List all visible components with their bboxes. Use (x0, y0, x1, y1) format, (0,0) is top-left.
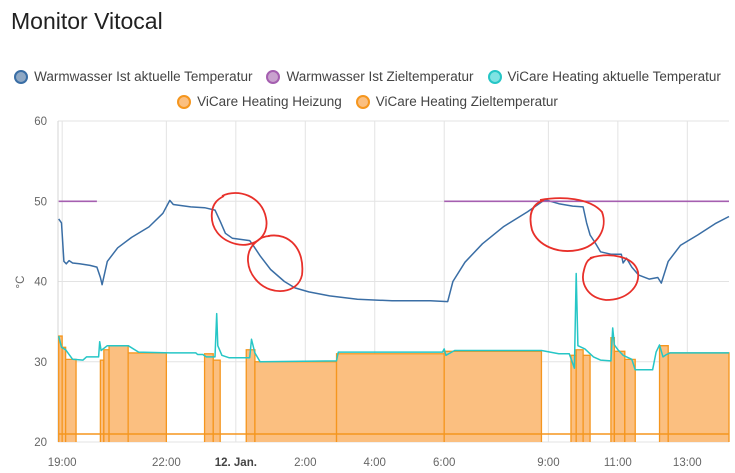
page-title: Monitor Vitocal (11, 8, 163, 34)
annotation-circle-1 (210, 192, 268, 246)
heating-block-5 (109, 345, 129, 442)
heating-block-17 (614, 351, 625, 442)
heating-block-edge-8 (212, 359, 221, 442)
heating-block-edge-18 (624, 358, 636, 442)
heating-block-16 (610, 337, 615, 442)
legend-label-vicare-aktuell: ViCare Heating aktuelle Temperatur (507, 69, 721, 84)
legend-item-vicare-aktuell[interactable]: ViCare Heating aktuelle Temperatur (487, 69, 721, 84)
x-tick-label-4: 4:00 (364, 457, 386, 469)
legend-label-vicare-ziel: ViCare Heating Zieltemperatur (375, 94, 558, 109)
heating-block-19 (659, 345, 669, 442)
legend-label-vicare-heizung: ViCare Heating Heizung (197, 94, 342, 109)
legend-label-warmwasser-ziel: Warmwasser Ist Zieltemperatur (286, 69, 474, 84)
y-tick-label-4: 60 (34, 116, 47, 128)
heating-block-10 (254, 361, 337, 442)
heating-block-3 (100, 360, 104, 442)
legend-dot-warmwasser-ziel (266, 69, 281, 84)
chart-legend: Warmwasser Ist aktuelle Temperatur Warmw… (0, 64, 735, 114)
heating-block-1 (62, 347, 66, 442)
heating-block-14 (576, 349, 584, 442)
annotation-circle-3 (529, 197, 605, 252)
x-tick-label-7: 11:00 (604, 457, 632, 469)
heating-block-edge-2 (64, 358, 77, 442)
series-0-line (58, 198, 730, 303)
heating-block-9 (246, 349, 255, 442)
annotation-circle-2 (247, 234, 304, 292)
heating-block-4 (103, 349, 110, 442)
y-axis: 20 30 40 50 60 (34, 116, 47, 449)
heating-block-20 (668, 352, 729, 442)
y-axis-unit: °C (15, 276, 27, 289)
legend-dot-warmwasser-ist (14, 69, 29, 84)
heating-block-edge-12 (443, 350, 543, 442)
legend-item-warmwasser-ist[interactable]: Warmwasser Ist aktuelle Temperatur (14, 69, 252, 84)
legend-item-vicare-heizung[interactable]: ViCare Heating Heizung (177, 94, 342, 109)
legend-item-vicare-ziel[interactable]: ViCare Heating Zieltemperatur (355, 94, 558, 109)
x-tick-label-6: 9:00 (537, 457, 559, 469)
heating-block-7 (204, 353, 214, 442)
heating-block-18 (624, 359, 636, 442)
legend-dot-vicare-heizung (177, 94, 192, 109)
heating-block-edge-15 (582, 354, 591, 442)
heating-block-11 (336, 353, 445, 442)
y-tick-label-1: 30 (34, 357, 47, 369)
x-tick-label-2: 12. Jan. (215, 457, 257, 469)
series-2-line (57, 272, 729, 371)
heating-block-6 (128, 352, 167, 442)
annotations (210, 192, 639, 301)
legend-label-warmwasser-ist: Warmwasser Ist aktuelle Temperatur (34, 69, 253, 84)
x-tick-label-0: 19:00 (48, 457, 77, 469)
legend-dot-vicare-ziel (355, 94, 370, 109)
heating-block-12 (444, 351, 542, 442)
legend-item-warmwasser-ziel[interactable]: Warmwasser Ist Zieltemperatur (266, 69, 474, 84)
heating-block-15 (583, 355, 591, 442)
x-tick-label-3: 2:00 (294, 457, 316, 469)
heating-block-8 (213, 360, 221, 442)
y-tick-label-0: 20 (34, 437, 47, 449)
y-tick-label-2: 40 (34, 277, 47, 289)
legend-row-1: Warmwasser Ist aktuelle Temperatur Warmw… (0, 64, 735, 89)
x-axis: 19:00 22:00 12. Jan. 2:00 4:00 6:00 9:00 11:00 1… (48, 457, 702, 469)
heating-block-0 (58, 336, 63, 442)
heating-block-2 (65, 359, 77, 442)
annotation-circle-4 (582, 254, 639, 301)
legend-row-2: ViCare Heating Heizung ViCare Heating Zi… (0, 89, 735, 114)
legend-dot-vicare-aktuell (487, 69, 502, 84)
y-tick-label-3: 50 (34, 196, 47, 208)
x-tick-label-5: 6:00 (433, 457, 455, 469)
heating-block-13 (570, 355, 577, 442)
x-tick-label-8: 13:00 (673, 457, 702, 469)
x-tick-label-1: 22:00 (152, 457, 181, 469)
